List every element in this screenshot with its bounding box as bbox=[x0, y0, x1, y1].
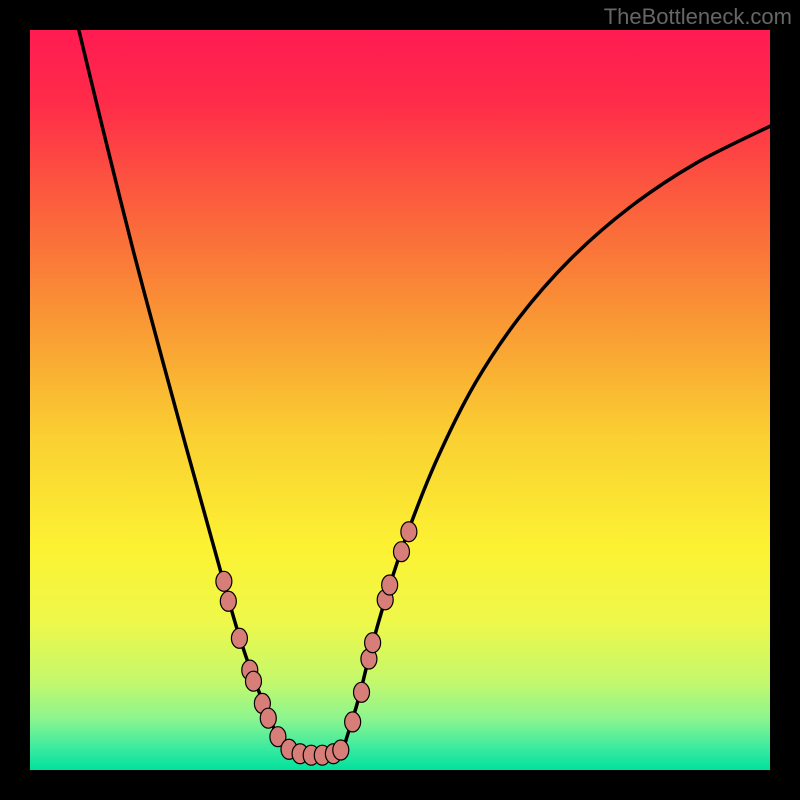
data-marker bbox=[216, 571, 232, 591]
data-marker bbox=[345, 712, 361, 732]
chart-container: TheBottleneck.com bbox=[0, 0, 800, 800]
data-marker bbox=[245, 671, 261, 691]
data-marker bbox=[220, 591, 236, 611]
data-marker bbox=[401, 522, 417, 542]
data-marker bbox=[354, 682, 370, 702]
watermark-text: TheBottleneck.com bbox=[604, 4, 792, 30]
data-marker bbox=[393, 542, 409, 562]
data-marker bbox=[333, 740, 349, 760]
plot-background bbox=[30, 30, 770, 770]
chart-svg bbox=[0, 0, 800, 800]
data-marker bbox=[365, 633, 381, 653]
data-marker bbox=[231, 628, 247, 648]
data-marker bbox=[260, 708, 276, 728]
data-marker bbox=[382, 575, 398, 595]
